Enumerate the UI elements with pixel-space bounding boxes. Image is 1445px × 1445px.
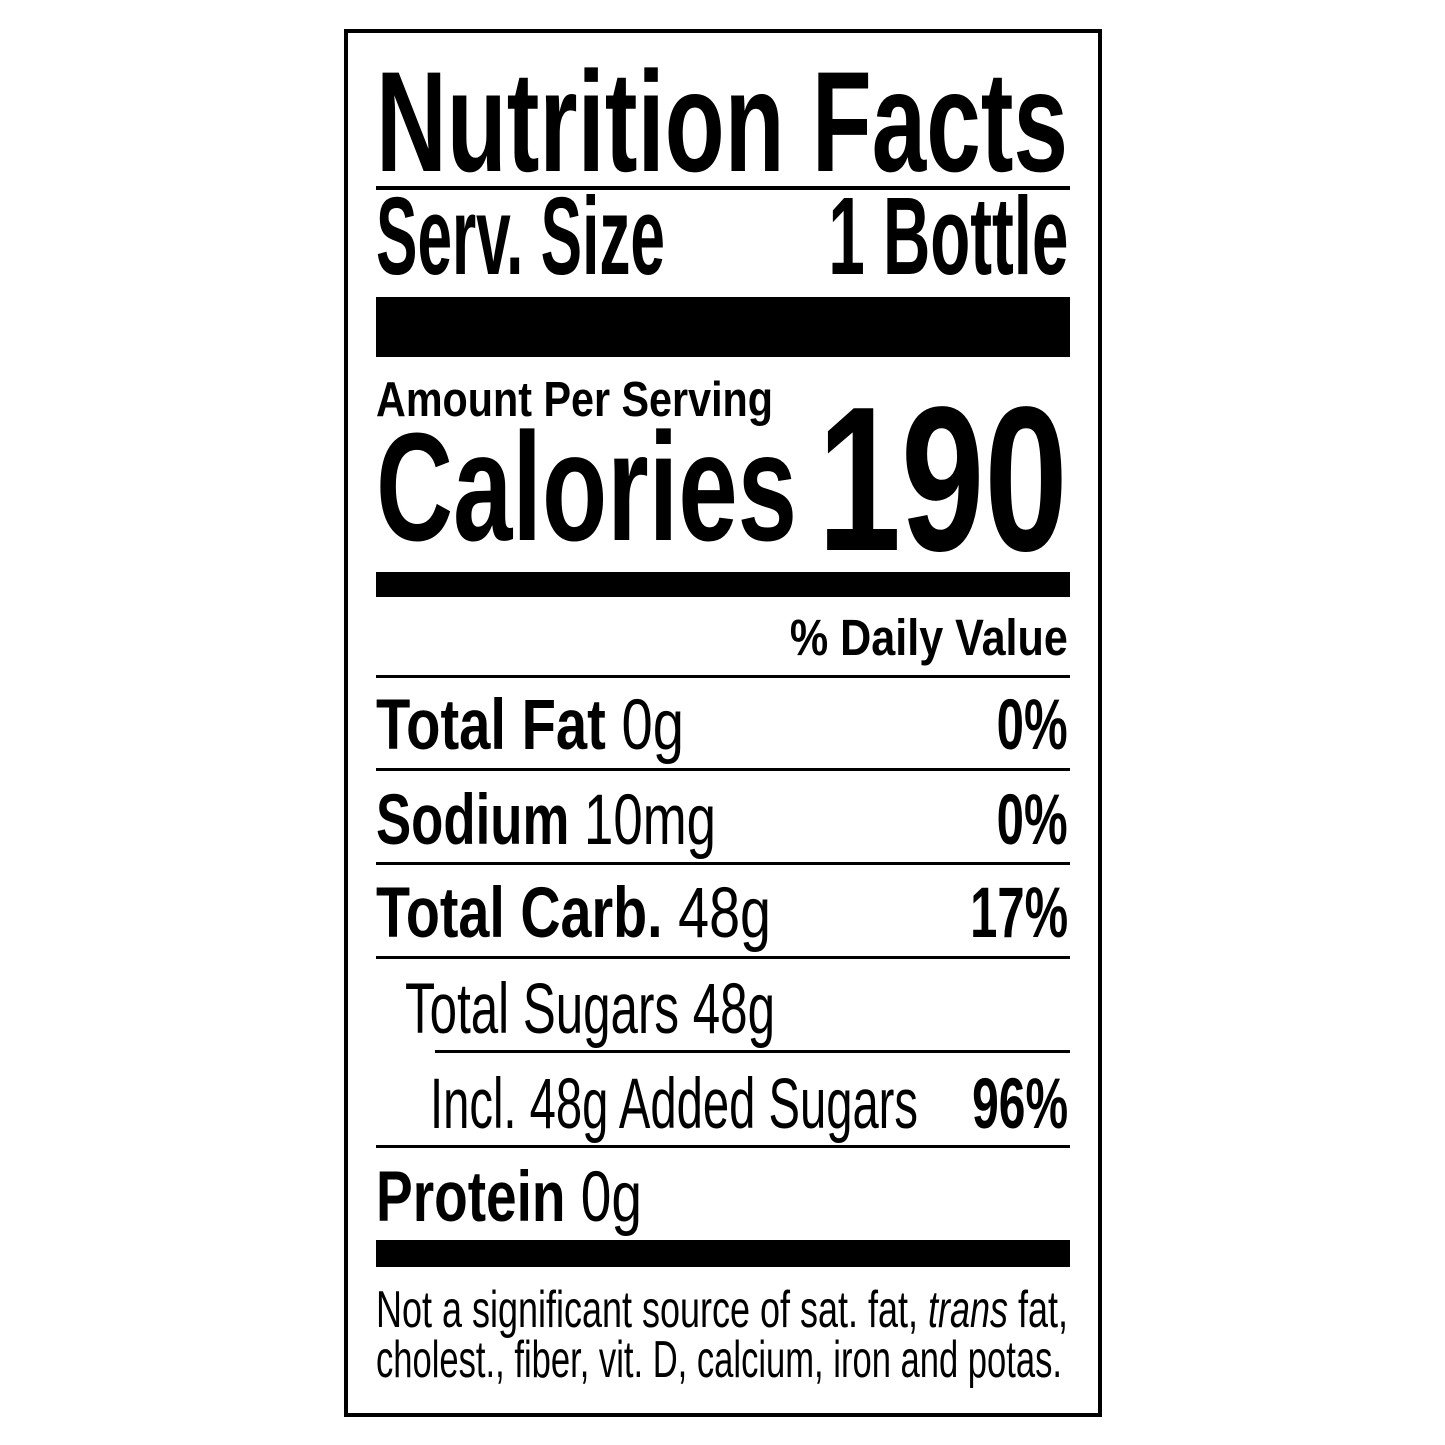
nutrient-amount: 0g bbox=[580, 1158, 642, 1237]
calories-value: 190 bbox=[818, 364, 1068, 594]
serving-size-label: Serv. Size bbox=[376, 175, 665, 298]
nutrient-dv: 0% bbox=[997, 686, 1068, 765]
nutrient-protein: Protein 0g bbox=[376, 1162, 642, 1233]
nutrient-sodium: Sodium 10mg bbox=[376, 785, 716, 856]
nutrient-amount: 0g bbox=[621, 686, 684, 765]
nutrition-label-border bbox=[344, 29, 1102, 1417]
daily-value-header: % Daily Value bbox=[790, 609, 1068, 666]
divider bbox=[376, 862, 1070, 865]
footnote-line-1: Not a significant source of sat. fat, tr… bbox=[376, 1284, 1068, 1336]
footnote-text: Not a significant source of sat. fat, bbox=[376, 1281, 928, 1339]
nutrient-name: Sodium bbox=[376, 781, 570, 860]
nutrient-amount: 48g bbox=[678, 874, 771, 953]
nutrient-dv: 17% bbox=[970, 874, 1068, 953]
nutrient-name: Total Carb. bbox=[376, 874, 663, 953]
divider bbox=[376, 1145, 1070, 1148]
footnote-italic: trans bbox=[927, 1281, 1008, 1339]
nutrient-total-sugars: Total Sugars 48g bbox=[405, 970, 775, 1049]
nutrient-added-sugars: Incl. 48g Added Sugars bbox=[430, 1065, 918, 1144]
divider bbox=[376, 675, 1070, 678]
footnote-text: fat, bbox=[1007, 1281, 1068, 1339]
serving-size-value: 1 Bottle bbox=[828, 175, 1068, 298]
thick-bar bbox=[376, 297, 1070, 357]
nutrient-total-fat: Total Fat 0g bbox=[376, 690, 684, 761]
nutrient-dv: 96% bbox=[972, 1065, 1068, 1144]
divider bbox=[376, 186, 1070, 190]
nutrient-amount: 10mg bbox=[584, 781, 716, 860]
divider bbox=[435, 1050, 1070, 1053]
nutrient-name: Total Fat bbox=[376, 686, 606, 765]
divider bbox=[376, 956, 1070, 959]
calories-label: Calories bbox=[376, 401, 797, 573]
medium-bar bbox=[376, 572, 1070, 597]
amount-per-serving: Amount Per Serving bbox=[376, 373, 773, 427]
nutrient-total-carb: Total Carb. 48g bbox=[376, 878, 771, 949]
nutrient-dv: 0% bbox=[997, 781, 1068, 860]
label-title: Nutrition Facts bbox=[376, 43, 1068, 202]
nutrient-name: Protein bbox=[376, 1158, 566, 1237]
thick-bar bbox=[376, 1240, 1070, 1267]
divider bbox=[376, 768, 1070, 771]
footnote-line-2: cholest., fiber, vit. D, calcium, iron a… bbox=[376, 1331, 1062, 1389]
